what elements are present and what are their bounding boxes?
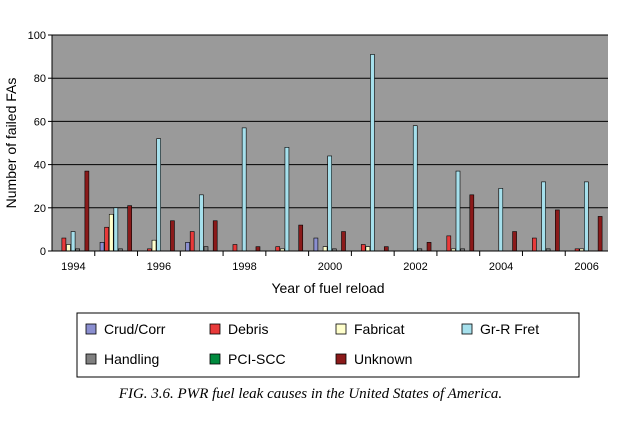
legend-swatch-debris: [209, 323, 221, 335]
bar-gr-r-fret-1994: [70, 231, 76, 252]
bar-unknown-1998: [255, 246, 261, 252]
bar-unknown-2005: [555, 209, 560, 252]
bar-crud-corr-1997: [185, 242, 190, 252]
bar-handling-1997: [203, 246, 209, 252]
bar-unknown-1996: [170, 220, 175, 252]
y-tick-label: 60: [34, 116, 46, 128]
bar-gr-r-fret-2002: [412, 125, 418, 252]
x-tick-labels: 1994 1996 1998 2000 2002 2004 2006: [61, 251, 599, 273]
y-tick-label: 100: [28, 30, 46, 42]
legend: Crud/Corr Debris Fabricat Gr-R Fret Handling…: [85, 321, 539, 367]
bar-fabricat-1995: [108, 213, 114, 252]
bar-unknown-1994: [84, 170, 90, 252]
legend-swatch-handling: [85, 353, 97, 365]
bar-fabricat-2001: [365, 246, 371, 252]
bar-gr-r-fret-2006: [584, 181, 589, 252]
x-tick-label: 2002: [403, 261, 427, 273]
y-tick-labels: 0 20 40 60 80 100: [28, 30, 52, 258]
y-tick-label: 20: [34, 203, 46, 215]
bar-debris-1994: [61, 237, 67, 252]
x-tick-label: 1996: [147, 261, 171, 273]
bar-debris-2003: [446, 235, 452, 252]
bar-unknown-2003: [469, 194, 475, 252]
y-axis-title: Number of failed FAs: [3, 78, 19, 209]
bar-debris-1998: [232, 244, 238, 252]
bar-gr-r-fret-2004: [498, 188, 504, 252]
legend-label: PCI-SCC: [228, 351, 286, 367]
bar-debris-1997: [189, 231, 195, 252]
legend-box: [76, 312, 580, 378]
bar-gr-r-fret-2005: [541, 181, 546, 252]
bar-gr-r-fret-1995: [113, 207, 119, 252]
bar-fabricat-1996: [151, 239, 157, 252]
x-tick-label: 1994: [61, 261, 85, 273]
bar-unknown-2001: [383, 246, 389, 252]
legend-swatch-unknown: [335, 353, 347, 365]
bar-unknown-1995: [127, 205, 132, 252]
x-axis-title: Year of fuel reload: [271, 280, 384, 296]
legend-swatch-crud-corr: [85, 323, 97, 335]
bar-unknown-1997: [212, 220, 218, 252]
y-tick-label: 80: [34, 73, 46, 85]
bar-fabricat-1994: [66, 244, 71, 252]
bar-debris-1995: [104, 226, 109, 252]
bar-unknown-2006: [597, 216, 603, 252]
bar-gr-r-fret-2001: [370, 54, 375, 252]
legend-swatch-pci-scc: [209, 353, 221, 365]
bar-unknown-2004: [512, 231, 517, 252]
bar-gr-r-fret-1997: [199, 194, 204, 252]
legend-label: Debris: [228, 321, 268, 337]
bar-crud-corr-1995: [99, 242, 105, 252]
bar-unknown-2002: [426, 242, 432, 252]
bar-gr-r-fret-1996: [156, 138, 161, 252]
legend-swatch-gr-r-fret: [461, 323, 473, 335]
y-tick-label: 40: [34, 160, 46, 172]
y-tick-label: 0: [40, 246, 46, 258]
bar-unknown-1999: [298, 224, 304, 252]
legend-label: Gr-R Fret: [480, 321, 539, 337]
bar-debris-2001: [360, 244, 366, 252]
bar-fabricat-2000: [322, 246, 328, 252]
legend-label: Fabricat: [354, 321, 405, 337]
x-tick-label: 2006: [574, 261, 598, 273]
legend-swatch-fabricat: [335, 323, 347, 335]
x-tick-label: 1998: [232, 261, 256, 273]
x-tick-label: 2004: [489, 261, 513, 273]
legend-label: Handling: [104, 351, 159, 367]
bar-unknown-2000: [341, 231, 346, 252]
figure-caption: FIG. 3.6. PWR fuel leak causes in the Un…: [118, 386, 503, 402]
bar-gr-r-fret-1998: [241, 127, 247, 252]
legend-label: Unknown: [354, 351, 412, 367]
legend-label: Crud/Corr: [104, 321, 166, 337]
bar-debris-2005: [532, 237, 537, 252]
bar-crud-corr-2000: [313, 237, 319, 252]
bar-gr-r-fret-1999: [284, 147, 290, 252]
bar-debris-1999: [275, 246, 281, 252]
bar-gr-r-fret-2000: [327, 155, 333, 252]
x-tick-label: 2000: [318, 261, 342, 273]
bar-gr-r-fret-2003: [455, 170, 461, 252]
